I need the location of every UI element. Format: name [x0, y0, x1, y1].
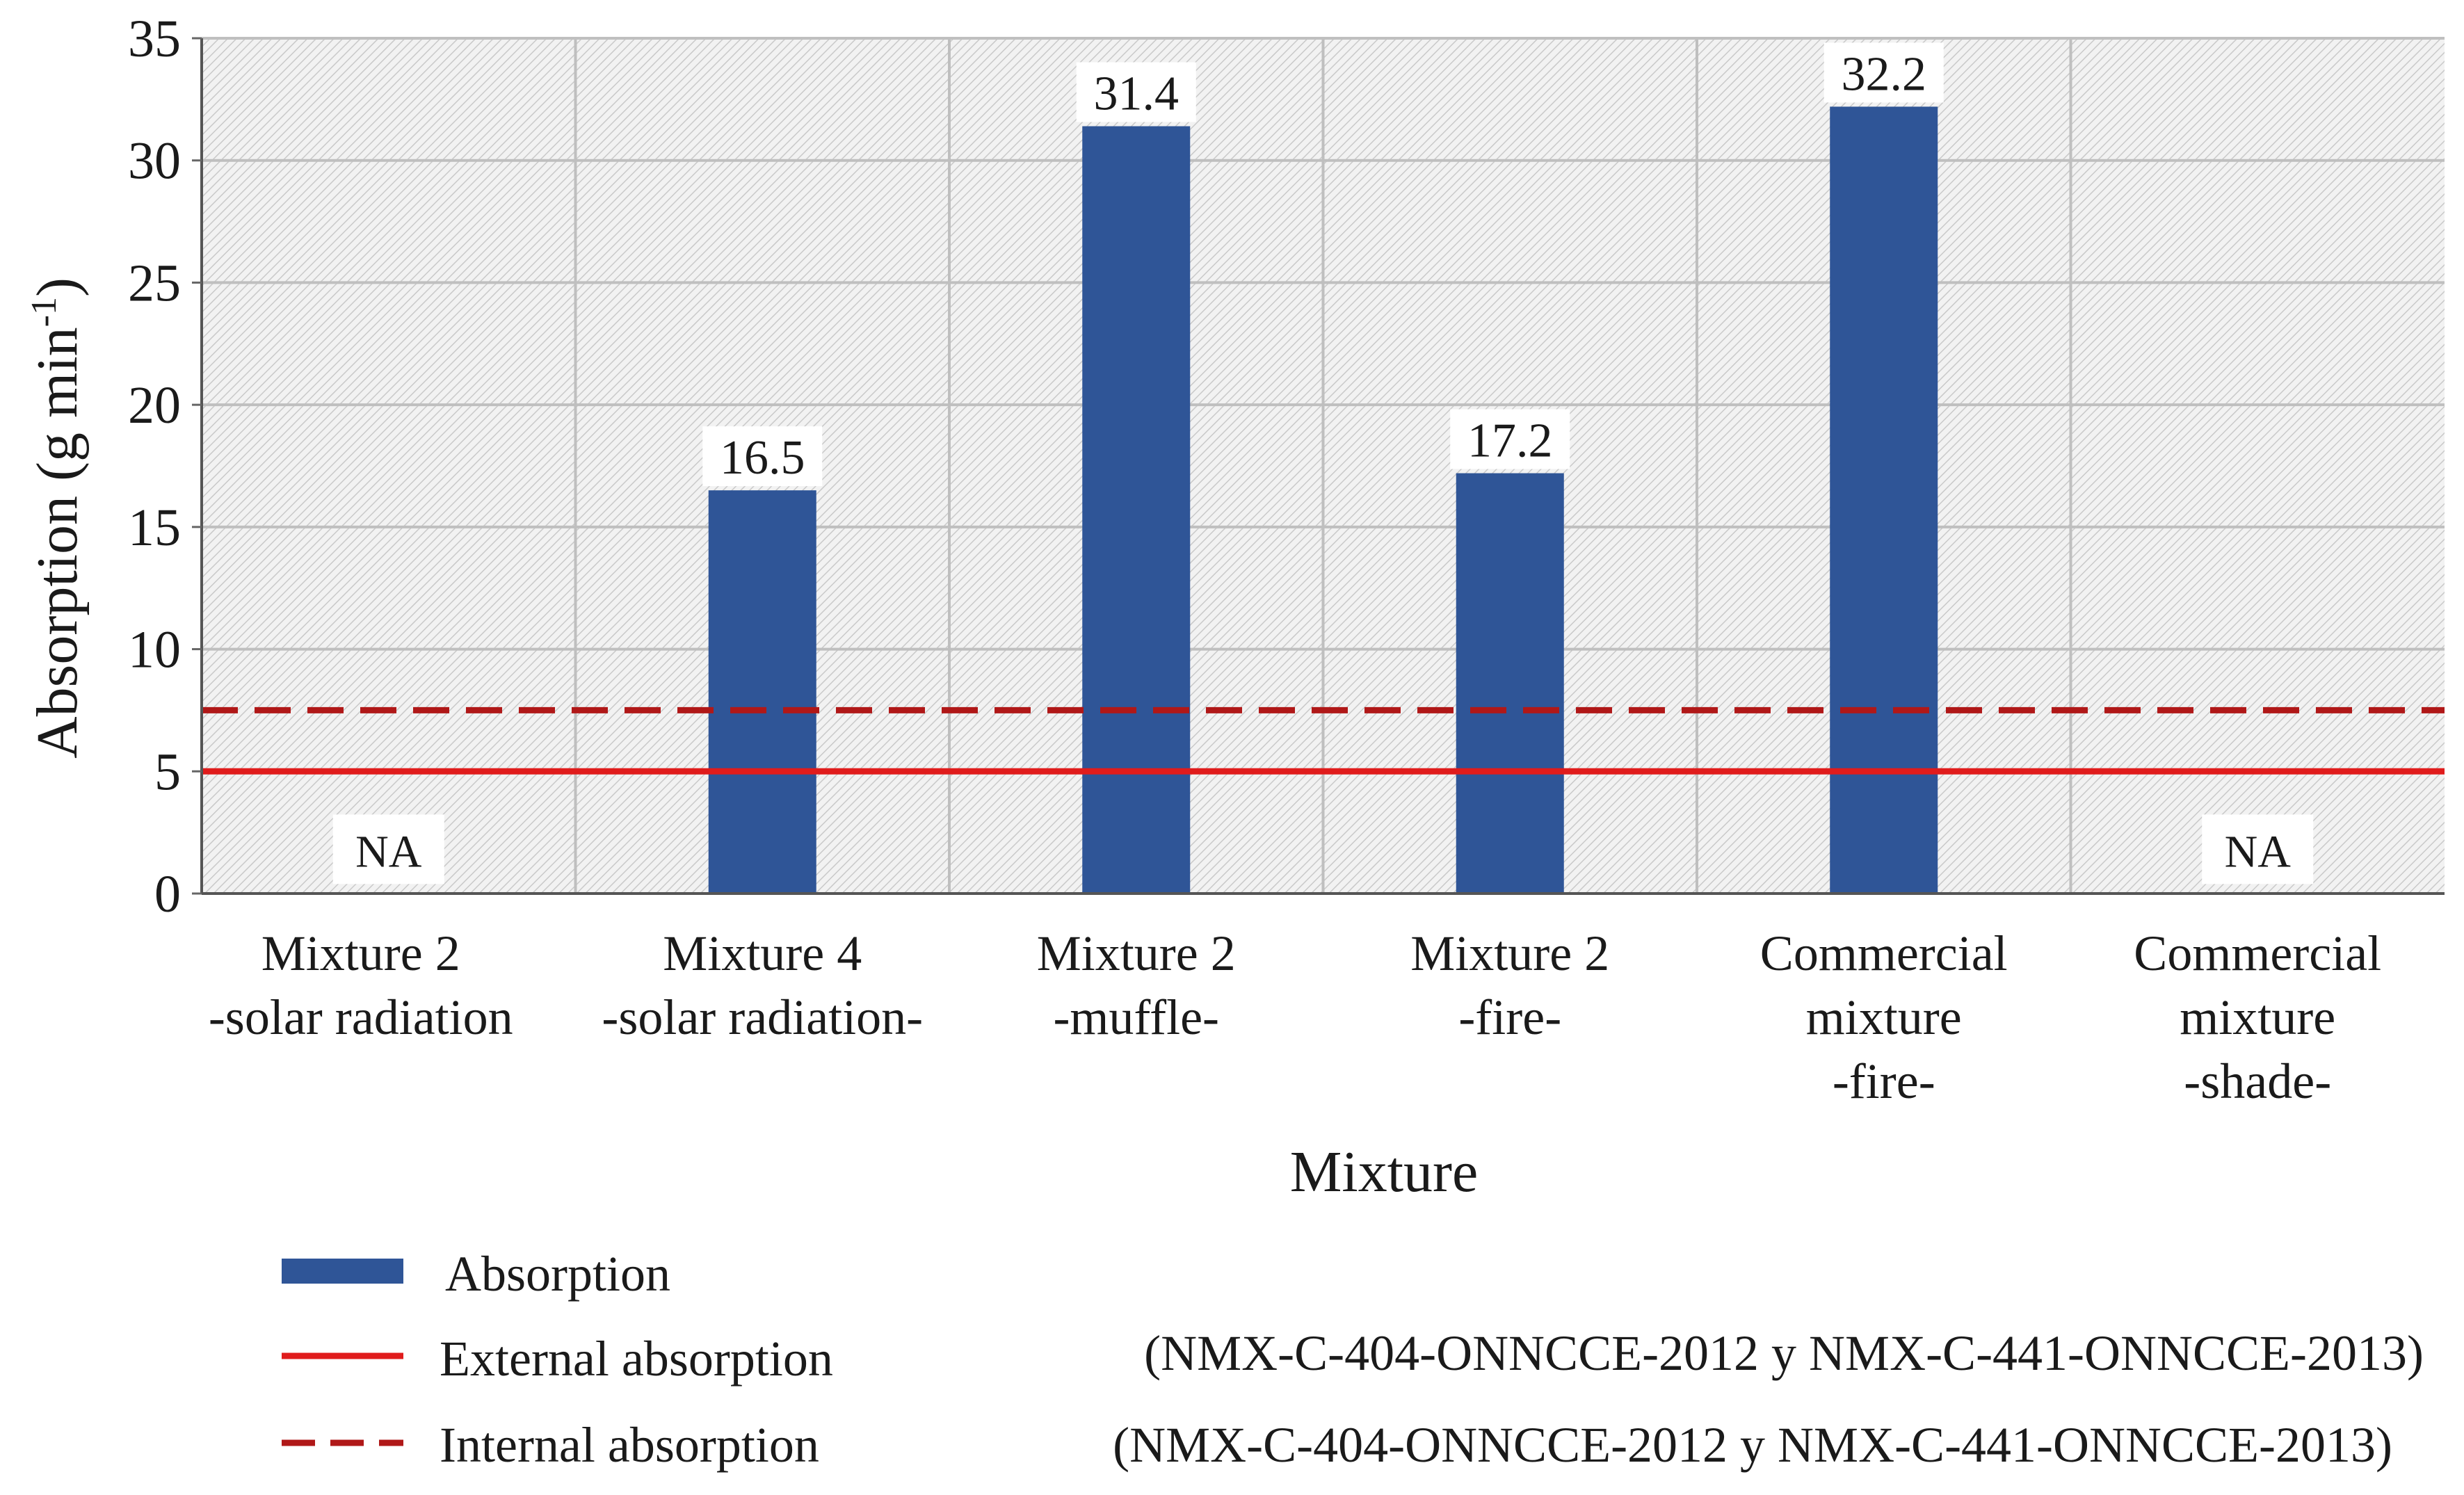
y-tick-label: 25 — [128, 254, 181, 312]
bar — [708, 490, 816, 894]
gridlines — [202, 37, 2445, 894]
y-axis-title-close: ) — [25, 277, 90, 297]
legend-label-absorption: Absorption — [445, 1246, 670, 1302]
value-label: 31.4 — [1094, 67, 1179, 121]
y-tick-label: 10 — [128, 621, 181, 679]
x-category-label: Mixture 4 — [663, 926, 862, 981]
na-label-background — [2202, 814, 2314, 884]
na-label-background — [332, 814, 444, 884]
legend-standard-internal: (NMX-C-404-ONNCCE-2012 y NMX-C-441-ONNCC… — [1113, 1417, 2392, 1473]
na-label: NA — [355, 826, 422, 877]
value-label-background — [702, 426, 823, 487]
y-tick-labels: 0 5 10 15 20 25 30 35 — [128, 10, 202, 923]
legend-item-absorption: Absorption — [282, 1246, 670, 1302]
bar — [1456, 473, 1564, 894]
legend-standard-external: (NMX-C-404-ONNCCE-2012 y NMX-C-441-ONNCC… — [1144, 1325, 2424, 1381]
value-label-background — [1450, 409, 1570, 469]
value-label-background — [1823, 42, 1944, 103]
x-category-label: Mixture 2 — [261, 926, 460, 981]
legend-label-internal: Internal absorption — [440, 1417, 819, 1473]
x-category-label: -solar radiation — [209, 989, 513, 1045]
x-category-label: Mixture 2 — [1037, 926, 1236, 981]
y-tick-label: 5 — [154, 743, 181, 801]
x-category-label: -fire- — [1458, 989, 1561, 1045]
x-category-label: -shade- — [2184, 1053, 2331, 1109]
axes — [200, 38, 2445, 895]
legend-swatch-absorption — [282, 1259, 403, 1284]
y-tick-label: 20 — [128, 376, 181, 435]
y-axis-title-superscript: -1 — [24, 297, 64, 327]
legend-item-internal: Internal absorption (NMX-C-404-ONNCCE-20… — [282, 1417, 2392, 1473]
x-category-label: Commercial — [2134, 926, 2381, 981]
value-label: 17.2 — [1467, 414, 1553, 468]
y-axis-title: Absorption (g min-1) — [24, 277, 90, 759]
y-tick-label: 15 — [128, 499, 181, 557]
reference-lines — [202, 706, 2445, 775]
x-axis-title: Mixture — [1290, 1140, 1479, 1204]
na-label: NA — [2225, 826, 2292, 877]
y-tick-label: 30 — [128, 132, 181, 191]
value-label-background — [1076, 62, 1196, 122]
x-category-label: mixture — [1806, 989, 1962, 1045]
bar — [1082, 126, 1191, 894]
legend-label-external: External absorption — [440, 1331, 833, 1387]
x-category-labels: Mixture 2 -solar radiation Mixture 4 -solar… — [209, 926, 2381, 1109]
y-tick-label: 0 — [154, 865, 181, 923]
bar — [1830, 106, 1938, 894]
x-category-label: Commercial — [1760, 926, 2008, 981]
bars — [708, 106, 1938, 894]
plot-area: NA 16.5 31.4 17.2 32.2 NA — [200, 37, 2445, 895]
x-category-label: -fire- — [1833, 1053, 1935, 1109]
x-category-label: -solar radiation- — [602, 989, 923, 1045]
legend-item-external: External absorption (NMX-C-404-ONNCCE-20… — [282, 1325, 2424, 1387]
x-category-label: mixture — [2180, 989, 2335, 1045]
x-category-label: Mixture 2 — [1410, 926, 1609, 981]
value-label: 32.2 — [1842, 47, 1927, 101]
value-labels: NA 16.5 31.4 17.2 32.2 NA — [332, 42, 2314, 884]
y-axis-title-main: Absorption (g min — [25, 327, 90, 759]
legend: Absorption External absorption (NMX-C-40… — [282, 1246, 2424, 1473]
y-tick-label: 35 — [128, 10, 181, 68]
x-category-label: -muffle- — [1053, 989, 1219, 1045]
value-label: 16.5 — [720, 431, 805, 485]
